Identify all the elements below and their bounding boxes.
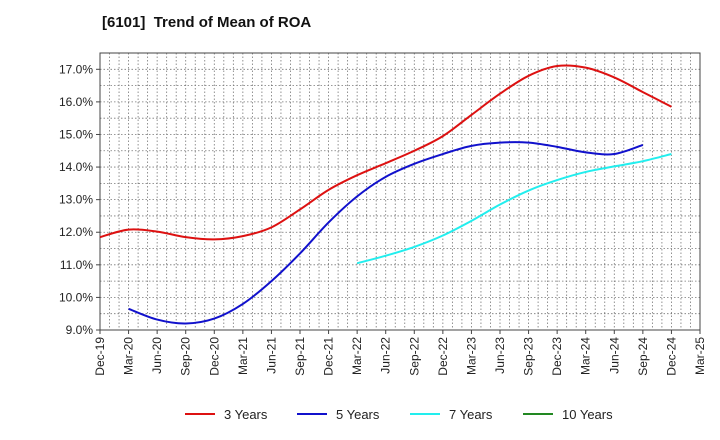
- plot-area: [100, 53, 700, 330]
- x-tick-label: Jun-20: [150, 337, 164, 374]
- x-tick-label: Sep-20: [179, 337, 193, 376]
- y-tick-label: 10.0%: [59, 290, 93, 304]
- x-tick-label: Dec-23: [550, 337, 564, 376]
- x-tick-label: Sep-23: [522, 337, 536, 376]
- y-tick-label: 13.0%: [59, 193, 93, 207]
- x-tick-label: Sep-21: [293, 337, 307, 376]
- x-tick-label: Jun-23: [493, 337, 507, 374]
- legend-label-10-years: 10 Years: [562, 407, 613, 422]
- x-tick-label: Dec-19: [93, 337, 107, 376]
- x-tick-label: Mar-20: [122, 337, 136, 375]
- x-tick-label: Mar-25: [693, 337, 707, 375]
- x-tick-label: Dec-24: [664, 337, 678, 376]
- x-tick-label: Jun-21: [264, 337, 278, 374]
- y-tick-label: 9.0%: [66, 323, 94, 337]
- x-tick-label: Mar-24: [579, 337, 593, 375]
- x-tick-label: Dec-22: [436, 337, 450, 376]
- x-tick-label: Dec-21: [322, 337, 336, 376]
- x-tick-label: Jun-22: [379, 337, 393, 374]
- legend-label-5-years: 5 Years: [336, 407, 380, 422]
- series-line-3-years: [99, 64, 672, 241]
- plot-frame: [99, 52, 701, 331]
- y-tick-label: 16.0%: [59, 95, 93, 109]
- x-tick-label: Mar-22: [350, 337, 364, 375]
- y-tick-label: 12.0%: [59, 225, 93, 239]
- x-tick-label: Sep-24: [636, 337, 650, 376]
- x-tick-label: Sep-22: [407, 337, 421, 376]
- legend-label-7-years: 7 Years: [449, 407, 493, 422]
- x-tick-label: Jun-24: [607, 337, 621, 374]
- x-tick-label: Mar-23: [464, 337, 478, 375]
- x-tick-label: Mar-21: [236, 337, 250, 375]
- y-tick-label: 15.0%: [59, 127, 93, 141]
- y-tick-label: 14.0%: [59, 160, 93, 174]
- chart-title: [6101] Trend of Mean of ROA: [102, 14, 312, 31]
- y-tick-label: 11.0%: [60, 258, 93, 272]
- series-line-7-years: [356, 153, 672, 265]
- y-tick-label: 17.0%: [59, 62, 93, 76]
- x-tick-label: Dec-20: [207, 337, 221, 376]
- legend-label-3-years: 3 Years: [224, 407, 268, 422]
- series-line-5-years: [128, 141, 644, 325]
